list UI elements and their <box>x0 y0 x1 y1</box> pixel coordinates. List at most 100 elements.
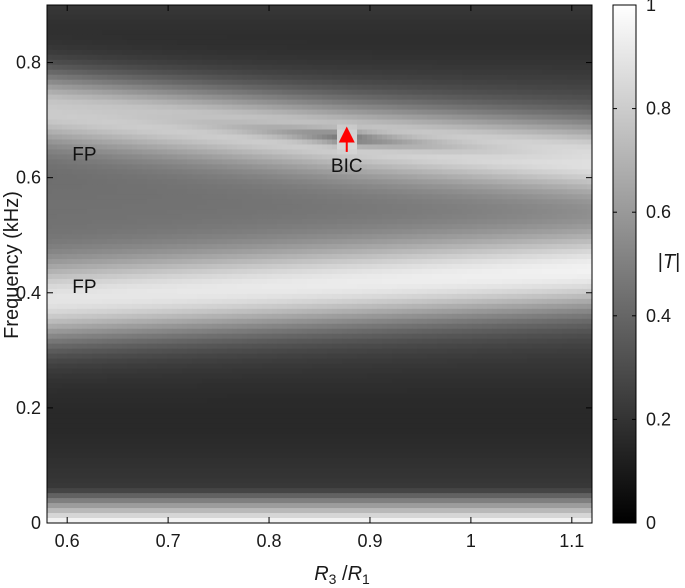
heatmap-cell <box>487 169 493 175</box>
heatmap-cell <box>332 119 338 126</box>
heatmap-cell <box>337 159 343 165</box>
heatmap-cell <box>192 149 198 156</box>
heatmap-cell <box>132 99 138 106</box>
heatmap-cell <box>162 54 168 61</box>
heatmap-cell <box>227 134 233 141</box>
heatmap-cell <box>537 199 543 205</box>
heatmap-cell <box>277 139 283 146</box>
heatmap-cell <box>547 129 553 136</box>
heatmap-cell <box>287 199 293 205</box>
heatmap-cell <box>112 194 118 200</box>
heatmap-cell <box>352 54 358 61</box>
heatmap-cell <box>387 49 393 56</box>
heatmap-cell <box>157 159 163 165</box>
heatmap-cell <box>127 109 133 116</box>
heatmap-cell <box>252 29 258 36</box>
heatmap-cell <box>527 29 533 36</box>
heatmap-cell <box>552 34 558 41</box>
heatmap-cell <box>137 44 143 51</box>
heatmap-cell <box>127 184 133 190</box>
heatmap-cell <box>287 229 293 235</box>
heatmap-cell <box>262 19 268 26</box>
heatmap-cell <box>352 139 358 146</box>
heatmap-cell <box>62 209 68 215</box>
heatmap-cell <box>447 229 453 235</box>
heatmap-cell <box>312 69 318 76</box>
heatmap-cell <box>502 159 508 165</box>
heatmap-cell <box>402 74 408 81</box>
heatmap-cell <box>247 164 253 170</box>
heatmap-cell <box>207 124 213 131</box>
heatmap-cell <box>107 29 113 36</box>
heatmap-cell <box>272 84 278 91</box>
heatmap-cell <box>477 69 483 76</box>
heatmap-cell <box>147 59 153 66</box>
heatmap-cell <box>402 14 408 21</box>
heatmap-cell <box>197 224 203 230</box>
heatmap-cell <box>392 189 398 195</box>
heatmap-cell <box>192 14 198 21</box>
heatmap-cell <box>492 224 498 230</box>
heatmap-cell <box>297 89 303 96</box>
heatmap-cell <box>342 29 348 36</box>
heatmap-cell <box>362 14 368 21</box>
heatmap-cell <box>582 194 588 200</box>
heatmap-cell <box>572 144 578 151</box>
heatmap-cell <box>357 119 363 126</box>
heatmap-cell <box>247 144 253 151</box>
heatmap-cell <box>522 219 528 225</box>
heatmap-cell <box>177 29 183 36</box>
heatmap-cell <box>157 54 163 61</box>
heatmap-cell <box>132 214 138 220</box>
heatmap-cell <box>202 139 208 146</box>
heatmap-cell <box>347 79 353 86</box>
heatmap-cell <box>147 194 153 200</box>
heatmap-cell <box>107 34 113 41</box>
heatmap-cell <box>522 109 528 116</box>
heatmap-cell <box>442 214 448 220</box>
heatmap-cell <box>567 9 573 16</box>
heatmap-cell <box>97 219 103 225</box>
heatmap-cell <box>462 129 468 136</box>
heatmap-cell <box>207 79 213 86</box>
heatmap-cell <box>167 44 173 51</box>
heatmap-cell <box>427 9 433 16</box>
heatmap-cell <box>417 149 423 156</box>
heatmap-cell <box>527 194 533 200</box>
heatmap-cell <box>502 104 508 111</box>
heatmap-cell <box>192 94 198 101</box>
heatmap-cell <box>362 204 368 210</box>
heatmap-cell <box>107 129 113 136</box>
heatmap-cell <box>117 49 123 56</box>
heatmap-cell <box>487 29 493 36</box>
heatmap-cell <box>342 9 348 16</box>
heatmap-cell <box>147 19 153 26</box>
heatmap-cell <box>192 154 198 160</box>
heatmap-cell <box>192 229 198 235</box>
heatmap-cell <box>77 204 83 210</box>
heatmap-cell <box>127 14 133 21</box>
heatmap-cell <box>282 214 288 220</box>
heatmap-cell <box>87 124 93 131</box>
heatmap-cell <box>172 219 178 225</box>
heatmap-cell <box>387 219 393 225</box>
heatmap-cell <box>127 34 133 41</box>
heatmap-cell <box>362 24 368 31</box>
heatmap-cell <box>77 219 83 225</box>
heatmap-cell <box>537 94 543 101</box>
heatmap-cell <box>577 174 583 180</box>
heatmap-cell <box>172 179 178 185</box>
heatmap-cell <box>502 224 508 230</box>
heatmap-cell <box>302 39 308 46</box>
heatmap-cell <box>382 189 388 195</box>
heatmap-cell <box>177 89 183 96</box>
heatmap-cell <box>387 29 393 36</box>
heatmap-cell <box>212 79 218 86</box>
heatmap-cell <box>202 199 208 205</box>
heatmap-cell <box>132 79 138 86</box>
heatmap-cell <box>197 209 203 215</box>
heatmap-cell <box>572 5 578 11</box>
heatmap-cell <box>252 64 258 71</box>
heatmap-cell <box>162 219 168 225</box>
heatmap-cell <box>172 139 178 146</box>
